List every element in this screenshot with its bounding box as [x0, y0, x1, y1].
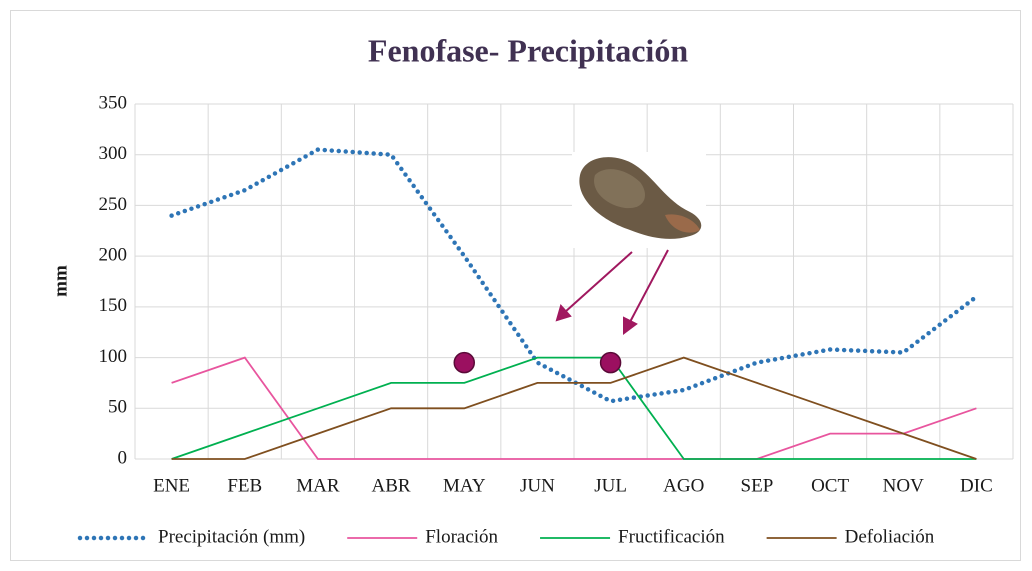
y-tick-label: 100	[99, 346, 128, 367]
highlight-point	[453, 351, 475, 374]
x-tick-label: OCT	[811, 475, 849, 496]
x-tick-label: ENE	[153, 475, 190, 496]
legend: Precipitación (mm) Floración Fructificació…	[77, 526, 935, 547]
y-tick-label: 250	[99, 194, 128, 215]
series-line	[171, 356, 977, 460]
series-line	[171, 356, 977, 460]
x-tick-label: MAY	[443, 475, 486, 496]
legend-label: Precipitación (mm)	[158, 526, 305, 547]
x-tick-label: SEP	[741, 475, 774, 496]
x-tick-label: JUN	[520, 475, 555, 496]
legend-label: Defoliación	[845, 526, 935, 547]
chart-frame	[10, 10, 1021, 561]
y-tick-label: 0	[118, 447, 128, 468]
chart-title: Fenofase- Precipitación	[368, 32, 688, 68]
y-tick-label: 300	[99, 143, 128, 164]
legend-label: Fructificación	[618, 526, 725, 547]
plot	[169, 147, 979, 460]
x-tick-label: JUL	[594, 475, 627, 496]
highlight-point	[599, 351, 622, 374]
x-tick-label: ABR	[372, 475, 411, 496]
x-tick-label: NOV	[883, 475, 924, 496]
y-tick-label: 350	[99, 92, 128, 113]
x-tick-label: AGO	[663, 475, 704, 496]
arrows	[555, 249, 669, 335]
x-tick-label: DIC	[960, 475, 993, 496]
series-line	[171, 356, 977, 460]
grid: 0 50 100 150 200 250 300 350 ENE FEB MAR ABR MAY JUN J…	[99, 92, 1014, 496]
x-tick-label: FEB	[227, 475, 262, 496]
y-tick-label: 150	[99, 295, 128, 316]
y-tick-label: 200	[99, 245, 128, 266]
seed-image	[572, 152, 706, 248]
series-line	[169, 147, 979, 404]
legend-label: Floración	[425, 526, 498, 547]
x-tick-label: MAR	[296, 475, 340, 496]
y-tick-label: 50	[108, 397, 127, 418]
y-axis-label: mm	[50, 265, 71, 297]
